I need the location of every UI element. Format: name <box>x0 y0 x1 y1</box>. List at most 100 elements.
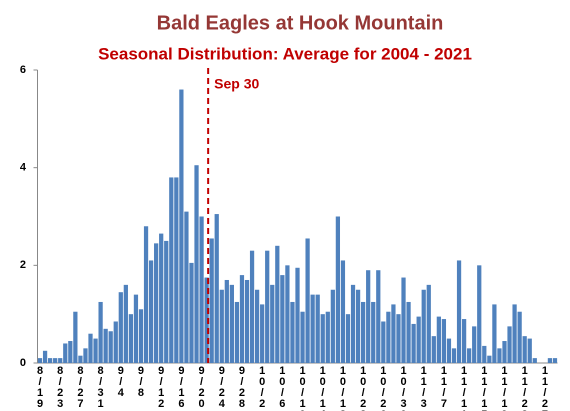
bar <box>310 294 315 363</box>
bar <box>416 316 421 363</box>
x-tick-label: 11/15 <box>478 365 490 411</box>
x-tick-label: 11/23 <box>519 365 531 411</box>
bar <box>194 165 199 363</box>
bar <box>234 301 240 363</box>
x-tick-label: 9/8 <box>135 365 147 398</box>
bar <box>244 279 250 363</box>
bar <box>472 326 477 363</box>
bar <box>103 328 108 363</box>
bar <box>174 177 179 363</box>
bar <box>93 338 98 363</box>
bar <box>118 292 123 363</box>
bar <box>406 301 411 363</box>
y-tick-label: 2 <box>20 259 26 271</box>
bar <box>189 262 194 363</box>
bar <box>143 226 149 363</box>
bar <box>224 279 229 363</box>
bar <box>275 245 280 363</box>
x-tick-label: 10/10 <box>297 365 309 411</box>
bar <box>552 358 558 363</box>
bar <box>431 336 436 363</box>
bar <box>42 350 48 363</box>
bar <box>381 321 386 363</box>
bar <box>330 289 335 363</box>
x-tick-label: 9/20 <box>196 365 208 409</box>
x-tick-label: 9/16 <box>175 365 187 409</box>
bar <box>199 216 204 363</box>
bar <box>78 355 83 363</box>
y-tick-label: 4 <box>20 162 27 174</box>
x-tick-label: 9/28 <box>236 365 248 409</box>
x-tick-label: 10/22 <box>357 365 369 411</box>
bar <box>229 284 234 363</box>
bar <box>507 326 512 363</box>
bar <box>487 355 492 363</box>
bar <box>179 89 184 364</box>
bar <box>502 341 507 363</box>
bar <box>204 277 209 363</box>
bar <box>113 321 118 363</box>
bar <box>37 358 43 363</box>
bar <box>376 270 381 363</box>
bar <box>239 275 245 363</box>
bar <box>68 341 73 363</box>
bar <box>265 250 270 363</box>
bar <box>325 311 330 363</box>
bar <box>320 314 325 363</box>
x-tick-label: 8/27 <box>74 365 86 409</box>
bar <box>401 277 406 363</box>
bar <box>169 177 174 363</box>
x-tick-label: 11/19 <box>498 365 510 411</box>
x-tick-label: 8/23 <box>54 365 66 409</box>
bar <box>436 316 441 363</box>
bar <box>285 265 290 363</box>
chart-title: Bald Eagles at Hook Mountain <box>157 12 444 34</box>
bar <box>411 323 416 363</box>
bar <box>512 304 517 363</box>
x-tick-label: 8/31 <box>95 365 107 409</box>
bar <box>340 260 346 363</box>
bar <box>138 309 144 363</box>
bar <box>477 265 482 363</box>
bar <box>73 311 78 363</box>
bar <box>482 345 487 363</box>
x-tick-label: 10/6 <box>276 365 288 409</box>
bar <box>88 333 93 363</box>
bar <box>386 311 391 363</box>
bar <box>290 301 295 363</box>
x-tick-label: 10/18 <box>337 365 349 411</box>
bar <box>355 289 361 363</box>
bar <box>300 311 305 363</box>
bar <box>522 336 527 363</box>
bar <box>184 211 189 363</box>
bar <box>48 358 53 363</box>
bar <box>350 284 356 363</box>
bar <box>335 216 341 363</box>
x-tick-label: 10/30 <box>398 365 410 411</box>
bar <box>164 240 169 363</box>
bar <box>108 331 113 363</box>
bar <box>280 275 285 363</box>
bar <box>461 319 467 363</box>
x-tick-label: 9/4 <box>115 365 127 398</box>
x-tick-label: 10/2 <box>256 365 268 409</box>
x-tick-label: 11/27 <box>539 365 551 411</box>
x-tick-label: 9/12 <box>155 365 167 409</box>
bar <box>219 289 224 363</box>
bar <box>492 304 497 363</box>
bar <box>391 304 396 363</box>
bar <box>441 319 447 363</box>
x-tick-label: 10/14 <box>317 365 329 411</box>
bar <box>426 284 431 363</box>
bar <box>154 243 159 363</box>
bar <box>63 343 68 363</box>
bar <box>260 304 265 363</box>
bar <box>295 267 300 363</box>
bar <box>83 348 88 363</box>
bar <box>214 214 219 363</box>
annotation-label: Sep 30 <box>214 76 259 92</box>
bar <box>58 358 63 363</box>
bar <box>249 250 255 363</box>
x-tick-label: 9/24 <box>216 365 228 409</box>
